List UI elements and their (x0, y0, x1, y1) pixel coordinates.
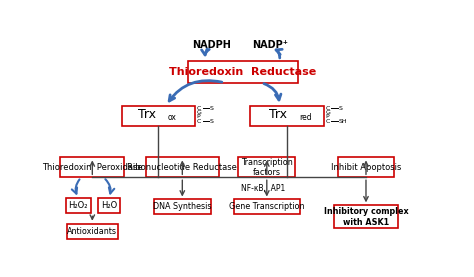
FancyBboxPatch shape (334, 205, 398, 229)
Text: NADP⁺: NADP⁺ (253, 40, 289, 50)
Text: Trx: Trx (138, 108, 156, 121)
Text: C: C (325, 106, 329, 111)
Text: C: C (197, 106, 201, 111)
Text: H₂O: H₂O (100, 201, 117, 210)
FancyBboxPatch shape (234, 199, 300, 214)
FancyBboxPatch shape (154, 199, 211, 214)
Text: Gene Transcription: Gene Transcription (229, 202, 305, 211)
Text: H₂O₂: H₂O₂ (69, 201, 88, 210)
Text: C: C (325, 119, 329, 124)
Text: Transcription
factors: Transcription factors (241, 158, 292, 177)
Text: SH: SH (338, 119, 347, 124)
Text: Antioxidants: Antioxidants (67, 227, 117, 236)
Text: Thioredoxin  Reductase: Thioredoxin Reductase (169, 67, 317, 77)
FancyBboxPatch shape (98, 198, 120, 213)
FancyBboxPatch shape (337, 158, 394, 177)
FancyBboxPatch shape (250, 106, 324, 125)
Text: G: G (325, 110, 330, 115)
FancyBboxPatch shape (66, 198, 91, 213)
Text: P: P (197, 114, 200, 119)
Text: S: S (210, 106, 214, 111)
FancyBboxPatch shape (122, 106, 195, 125)
Text: C: C (197, 119, 201, 124)
FancyBboxPatch shape (238, 158, 295, 177)
FancyBboxPatch shape (66, 224, 118, 238)
Text: NF-κB,  AP1: NF-κB, AP1 (241, 184, 285, 193)
Text: S: S (210, 119, 214, 124)
Text: Ribonucleotide Reductase: Ribonucleotide Reductase (128, 163, 237, 172)
Text: ox: ox (168, 113, 176, 122)
Text: Inhibit Apoptosis: Inhibit Apoptosis (331, 163, 401, 172)
Text: Trx: Trx (269, 108, 287, 121)
Text: DNA Synthesis: DNA Synthesis (153, 202, 211, 211)
Text: G: G (197, 110, 201, 115)
Text: S: S (338, 106, 342, 111)
FancyBboxPatch shape (60, 158, 125, 177)
FancyBboxPatch shape (188, 61, 298, 83)
Text: Inhibitory complex
with ASK1: Inhibitory complex with ASK1 (324, 207, 408, 227)
Text: red: red (299, 113, 311, 122)
Text: Thioredoxin  Peroxidase: Thioredoxin Peroxidase (42, 163, 143, 172)
Text: NADPH: NADPH (192, 40, 231, 50)
Text: P: P (325, 114, 329, 119)
FancyBboxPatch shape (146, 158, 219, 177)
